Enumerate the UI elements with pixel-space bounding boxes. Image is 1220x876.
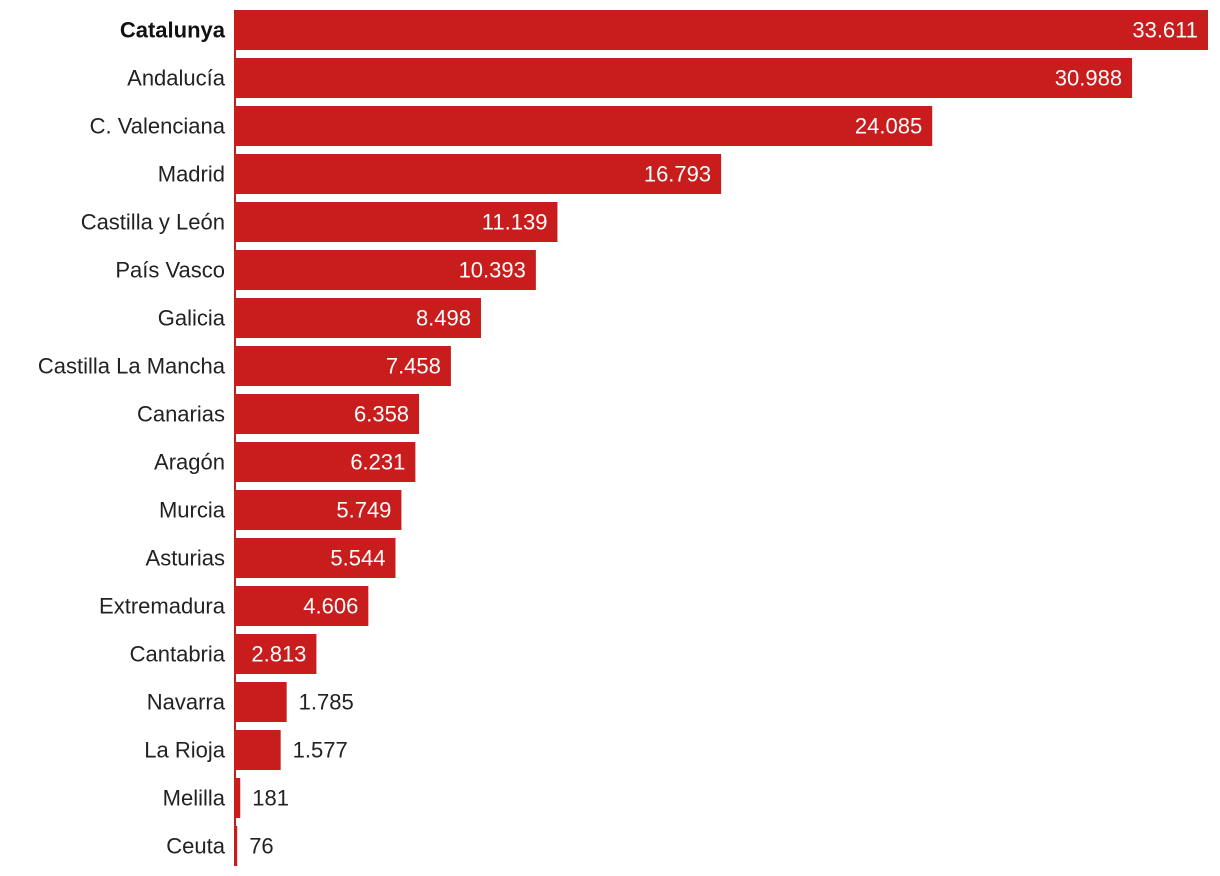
value-label-aragon: 6.231 (350, 450, 405, 475)
value-label-castilla-y-leon: 11.139 (482, 210, 548, 235)
value-label-asturias: 5.544 (330, 546, 385, 571)
category-label-madrid: Madrid (158, 162, 225, 187)
value-label-andalucia: 30.988 (1055, 66, 1122, 91)
bar-ceuta (235, 826, 238, 866)
value-label-navarra: 1.785 (299, 690, 354, 715)
value-label-c-valenciana: 24.085 (855, 114, 922, 139)
category-label-canarias: Canarias (137, 402, 225, 427)
value-label-extremadura: 4.606 (303, 594, 358, 619)
bar-castilla-y-leon (235, 202, 558, 242)
bar-canarias (235, 394, 420, 434)
value-label-cantabria: 2.813 (251, 642, 306, 667)
bar-andalucia (235, 58, 1133, 98)
bar-extremadura (235, 586, 369, 626)
category-label-navarra: Navarra (147, 690, 226, 715)
bar-cantabria (235, 634, 317, 674)
value-labels: 33.611 30.988 24.085 16.793 11.139 10.393 8.49… (249, 18, 1198, 859)
value-label-catalunya: 33.611 (1132, 18, 1198, 43)
category-label-andalucia: Andalucía (127, 66, 226, 91)
category-labels: Catalunya Andalucía C. Valenciana Madrid Cas… (38, 18, 226, 859)
value-label-melilla: 181 (252, 786, 289, 811)
value-label-pais-vasco: 10.393 (459, 258, 526, 283)
category-label-murcia: Murcia (159, 498, 226, 523)
bar-la-rioja (235, 730, 281, 770)
bar-melilla (235, 778, 241, 818)
bar-catalunya (235, 10, 1208, 50)
bar-navarra (235, 682, 287, 722)
bar-murcia (235, 490, 402, 530)
category-label-asturias: Asturias (146, 546, 225, 571)
bar-asturias (235, 538, 396, 578)
category-label-castilla-y-leon: Castilla y León (81, 210, 225, 235)
category-label-galicia: Galicia (158, 306, 226, 331)
value-label-ceuta: 76 (249, 834, 273, 859)
bar-pais-vasco (235, 250, 536, 290)
category-label-melilla: Melilla (163, 786, 226, 811)
value-label-galicia: 8.498 (416, 306, 471, 331)
value-label-murcia: 5.749 (336, 498, 391, 523)
category-label-castilla-la-mancha: Castilla La Mancha (38, 354, 226, 379)
value-label-canarias: 6.358 (354, 402, 409, 427)
value-label-madrid: 16.793 (644, 162, 711, 187)
bar-aragon (235, 442, 416, 482)
category-label-ceuta: Ceuta (166, 834, 225, 859)
category-label-la-rioja: La Rioja (144, 738, 225, 763)
value-label-la-rioja: 1.577 (293, 738, 348, 763)
bar-galicia (235, 298, 482, 338)
category-label-aragon: Aragón (154, 450, 225, 475)
bar-madrid (235, 154, 722, 194)
bars-layer (235, 10, 1208, 866)
category-label-extremadura: Extremadura (99, 594, 226, 619)
category-label-c-valenciana: C. Valenciana (90, 114, 226, 139)
category-label-cantabria: Cantabria (130, 642, 226, 667)
bar-c-valenciana (235, 106, 933, 146)
category-label-pais-vasco: País Vasco (115, 258, 225, 283)
bar-castilla-la-mancha (235, 346, 451, 386)
category-label-catalunya: Catalunya (120, 18, 226, 43)
value-label-castilla-la-mancha: 7.458 (386, 354, 441, 379)
